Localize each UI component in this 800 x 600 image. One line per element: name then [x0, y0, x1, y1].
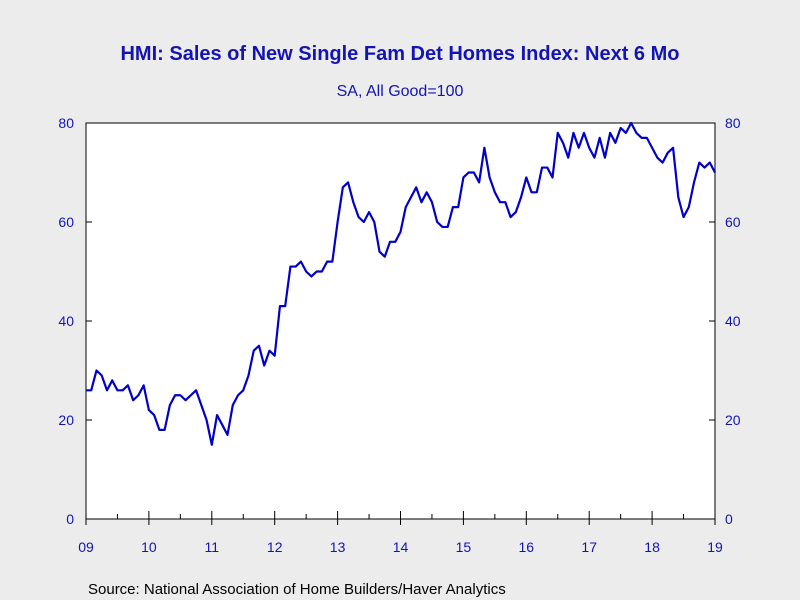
- y-tick-label-left: 0: [66, 511, 74, 527]
- x-tick-label: 09: [78, 539, 94, 555]
- chart-subtitle: SA, All Good=100: [337, 83, 464, 100]
- y-tick-label-left: 40: [58, 313, 74, 329]
- x-tick-label: 16: [519, 539, 535, 555]
- x-tick-label: 18: [644, 539, 660, 555]
- source-note: Source: National Association of Home Bui…: [88, 581, 506, 598]
- series-line: [86, 121, 716, 446]
- y-tick-label-right: 40: [725, 313, 741, 329]
- plot-area: [85, 122, 716, 520]
- x-tick-label: 15: [456, 539, 472, 555]
- axes-layer: 0 0 20 20 40 40 60 60 80 80 09 10 11 12 13 14 15 16 17 18 19: [58, 115, 740, 555]
- y-tick-label-right: 80: [725, 115, 741, 131]
- x-tick-label: 17: [581, 539, 597, 555]
- y-tick-label-right: 60: [725, 214, 741, 230]
- x-tick-label: 13: [330, 539, 346, 555]
- y-tick-label-left: 80: [58, 115, 74, 131]
- chart-title: HMI: Sales of New Single Fam Det Homes I…: [120, 43, 679, 65]
- y-tick-label-left: 20: [58, 412, 74, 428]
- y-tick-label-right: 0: [725, 511, 733, 527]
- x-tick-label: 19: [707, 539, 723, 555]
- x-tick-label: 11: [205, 539, 220, 555]
- y-tick-label-left: 60: [58, 214, 74, 230]
- x-tick-label: 10: [141, 539, 157, 555]
- x-tick-label: 14: [393, 539, 409, 555]
- x-tick-label: 12: [267, 539, 283, 555]
- y-tick-label-right: 20: [725, 412, 741, 428]
